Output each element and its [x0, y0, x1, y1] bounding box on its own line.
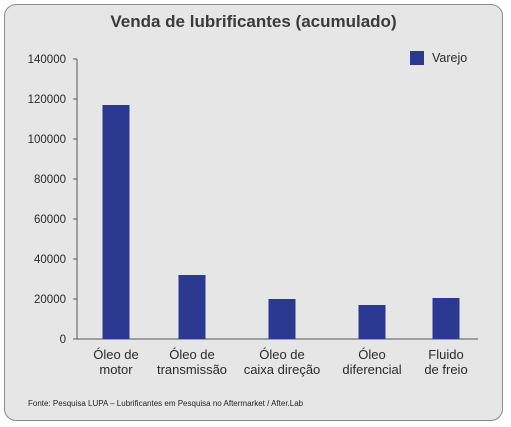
- source-note: Fonte: Pesquisa LUPA – Lubrificantes em …: [28, 399, 304, 408]
- y-tick-label: 80000: [34, 174, 66, 186]
- chart-title: Venda de lubrificantes (acumulado): [110, 12, 397, 31]
- y-tick-label: 0: [60, 334, 66, 346]
- x-tick-label: Fluido de freio: [424, 347, 467, 377]
- y-tick-label: 120000: [28, 94, 66, 106]
- legend-label: Varejo: [432, 51, 467, 65]
- x-tick-label: Óleo de motor: [93, 347, 139, 377]
- bar: [102, 105, 130, 339]
- y-tick-label: 60000: [34, 214, 66, 226]
- x-tick-label: Óleo de transmissão: [157, 347, 227, 377]
- bar: [178, 275, 206, 339]
- bar: [358, 305, 386, 339]
- y-tick-label: 100000: [28, 134, 66, 146]
- legend-swatch: [410, 51, 424, 65]
- y-tick-label: 20000: [34, 294, 66, 306]
- x-tick-label: Óleo de caixa direção: [244, 347, 321, 377]
- y-tick-label: 40000: [34, 254, 66, 266]
- x-tick-label: Óleo diferencial: [342, 347, 401, 377]
- bar: [432, 298, 460, 339]
- y-tick-label: 140000: [28, 54, 66, 66]
- chart-card: [4, 4, 503, 421]
- bar: [268, 299, 296, 339]
